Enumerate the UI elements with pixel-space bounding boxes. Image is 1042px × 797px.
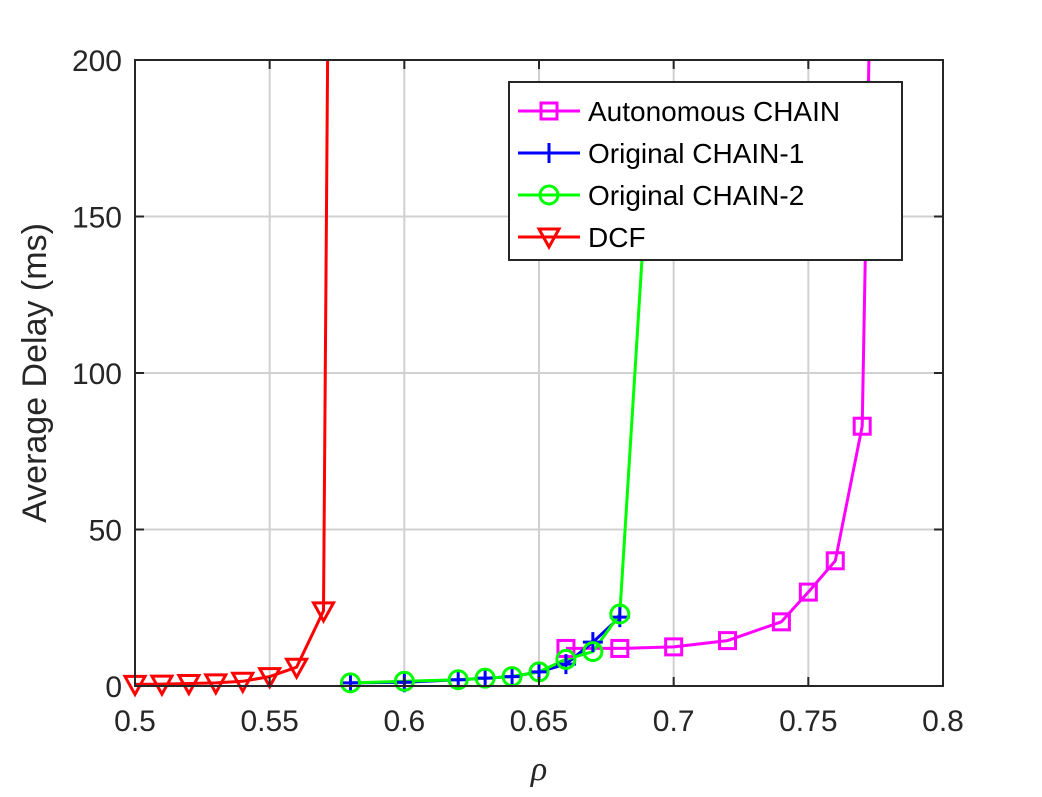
plus-marker <box>539 143 559 163</box>
triangle-marker <box>257 667 283 690</box>
circle-marker <box>339 672 361 694</box>
square-marker <box>539 101 559 121</box>
square-marker <box>852 416 872 436</box>
y-tick-label: 200 <box>72 45 122 78</box>
legend: Autonomous CHAIN Original CHAIN-1 Original… <box>508 81 903 261</box>
triangle-marker <box>203 673 229 696</box>
circle-marker <box>393 670 415 692</box>
x-axis-label: ρ <box>530 751 547 788</box>
series-line-original-chain-2 <box>350 247 645 685</box>
x-tick-label: 0.65 <box>510 705 568 738</box>
tick-layer: 0.5 0.55 0.6 0.65 0.7 0.75 0.8 0 50 100 150 200 <box>72 45 964 738</box>
circle-marker <box>555 648 577 670</box>
circle-marker <box>538 184 560 206</box>
x-tick-label: 0.6 <box>383 705 425 738</box>
x-tick-label: 0.8 <box>922 705 964 738</box>
y-axis-label: Average Delay (ms) <box>16 223 54 523</box>
legend-label: Original CHAIN-1 <box>588 138 804 169</box>
circle-marker <box>474 667 496 689</box>
y-tick-label: 150 <box>72 202 122 235</box>
x-tick-label: 0.7 <box>653 705 695 738</box>
square-marker <box>718 631 738 651</box>
circle-marker <box>609 603 631 625</box>
y-tick-label: 50 <box>89 515 122 548</box>
square-marker <box>610 638 630 658</box>
x-tick-label: 0.55 <box>240 705 298 738</box>
y-tick-label: 0 <box>105 671 122 704</box>
series-line-dcf <box>135 60 330 686</box>
triangle-marker <box>230 671 256 695</box>
legend-label: Original CHAIN-2 <box>588 180 804 211</box>
plus-marker <box>502 666 523 687</box>
x-tick-label: 0.5 <box>114 705 156 738</box>
plus-marker <box>340 672 361 693</box>
triangle-marker <box>310 601 337 624</box>
square-marker <box>825 551 845 571</box>
series-line-autonomous-chain <box>565 60 871 650</box>
plus-marker <box>475 668 496 689</box>
legend-label: Autonomous CHAIN <box>588 96 840 127</box>
square-marker <box>771 612 791 632</box>
legend-label: DCF <box>588 222 646 253</box>
triangle-marker <box>536 227 562 251</box>
triangle-marker <box>176 673 202 697</box>
x-tick-label: 0.75 <box>779 705 837 738</box>
triangle-marker <box>284 657 310 681</box>
y-tick-label: 100 <box>72 358 122 391</box>
circle-marker <box>582 641 604 663</box>
square-marker <box>664 637 684 657</box>
square-marker <box>798 582 818 602</box>
circle-marker <box>447 669 469 691</box>
